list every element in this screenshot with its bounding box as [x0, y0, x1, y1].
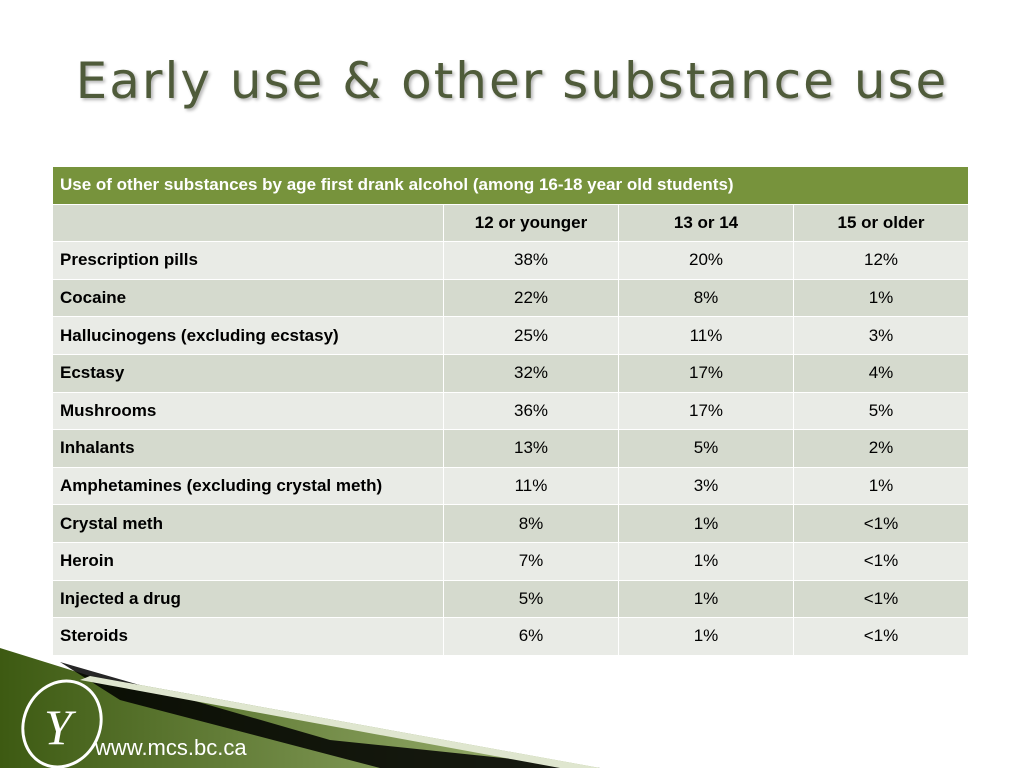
header-cell: 13 or 14: [618, 203, 794, 243]
table-row: Inhalants 13% 5% 2%: [52, 429, 969, 468]
table-row: Heroin 7% 1% <1%: [52, 541, 969, 581]
row-label: Mushrooms: [52, 391, 444, 431]
value-cell: 1%: [793, 278, 969, 318]
table-row: Ecstasy 32% 17% 4%: [52, 353, 969, 393]
table-row: Amphetamines (excluding crystal meth) 11%…: [52, 466, 969, 506]
value-cell: 3%: [793, 316, 969, 355]
value-cell: 3%: [618, 466, 794, 506]
table-row: Injected a drug 5% 1% <1%: [52, 579, 969, 619]
value-cell: 1%: [618, 504, 794, 543]
value-cell: 17%: [618, 391, 794, 431]
value-cell: <1%: [793, 541, 969, 581]
value-cell: 8%: [618, 278, 794, 318]
value-cell: 5%: [443, 579, 619, 619]
footer-decoration: Y: [0, 648, 600, 768]
table-row: Hallucinogens (excluding ecstasy) 25% 11% 3…: [52, 316, 969, 355]
caption-row: Use of other substances by age first dra…: [52, 166, 969, 205]
footer-url: www.mcs.bc.ca: [95, 735, 247, 760]
row-label: Heroin: [52, 541, 444, 581]
table-row: Cocaine 22% 8% 1%: [52, 278, 969, 318]
table-row: Prescription pills 38% 20% 12%: [52, 241, 969, 280]
value-cell: 20%: [618, 241, 794, 280]
value-cell: <1%: [793, 504, 969, 543]
row-label: Injected a drug: [52, 579, 444, 619]
value-cell: 4%: [793, 353, 969, 393]
header-cell: 12 or younger: [443, 203, 619, 243]
value-cell: 1%: [793, 466, 969, 506]
value-cell: 1%: [618, 617, 794, 656]
table-caption: Use of other substances by age first dra…: [52, 166, 969, 205]
value-cell: 5%: [793, 391, 969, 431]
value-cell: 12%: [793, 241, 969, 280]
table-row: Crystal meth 8% 1% <1%: [52, 504, 969, 543]
value-cell: 7%: [443, 541, 619, 581]
value-cell: <1%: [793, 579, 969, 619]
slide-title: Early use & other substance use: [75, 52, 949, 110]
row-label: Amphetamines (excluding crystal meth): [52, 466, 444, 506]
header-row: 12 or younger 13 or 14 15 or older: [52, 203, 969, 243]
value-cell: 38%: [443, 241, 619, 280]
data-table: Use of other substances by age first dra…: [52, 166, 969, 656]
row-label: Crystal meth: [52, 504, 444, 543]
row-label: Prescription pills: [52, 241, 444, 280]
row-label: Hallucinogens (excluding ecstasy): [52, 316, 444, 355]
value-cell: 13%: [443, 429, 619, 468]
svg-text:Y: Y: [44, 699, 77, 755]
value-cell: 8%: [443, 504, 619, 543]
table-row: Mushrooms 36% 17% 5%: [52, 391, 969, 431]
header-cell: 15 or older: [793, 203, 969, 243]
value-cell: 1%: [618, 579, 794, 619]
value-cell: 36%: [443, 391, 619, 431]
row-label: Cocaine: [52, 278, 444, 318]
value-cell: 2%: [793, 429, 969, 468]
value-cell: 1%: [618, 541, 794, 581]
table-row: Steroids 6% 1% <1%: [52, 617, 969, 656]
value-cell: 25%: [443, 316, 619, 355]
value-cell: 5%: [618, 429, 794, 468]
row-label: Ecstasy: [52, 353, 444, 393]
value-cell: 22%: [443, 278, 619, 318]
value-cell: 11%: [618, 316, 794, 355]
value-cell: <1%: [793, 617, 969, 656]
row-label: Inhalants: [52, 429, 444, 468]
row-label: Steroids: [52, 617, 444, 656]
value-cell: 11%: [443, 466, 619, 506]
header-cell: [52, 203, 444, 243]
value-cell: 32%: [443, 353, 619, 393]
value-cell: 17%: [618, 353, 794, 393]
